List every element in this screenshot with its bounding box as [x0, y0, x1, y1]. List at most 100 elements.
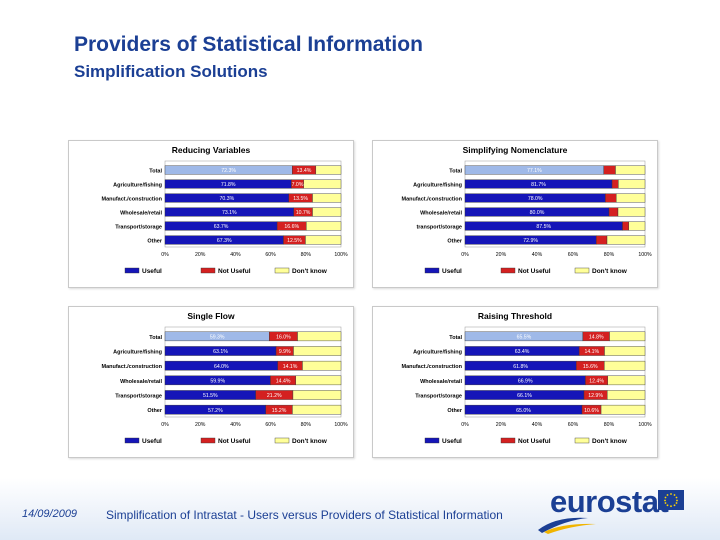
category-label-manufact-construction: Manufact./construction — [401, 197, 462, 203]
category-label-transport-storage: transport/storage — [416, 225, 462, 231]
bar-don-t-know-transport-storage — [306, 221, 342, 231]
data-label-not-useful-other: 10.6% — [584, 408, 599, 414]
x-tick-label: 60% — [568, 422, 579, 428]
x-tick-label: 20% — [195, 252, 206, 258]
plot-area — [164, 326, 342, 418]
x-tick-label: 100% — [638, 422, 652, 428]
x-tick-label: 80% — [301, 422, 312, 428]
legend-label-not-useful: Not Useful — [218, 438, 251, 445]
legend-swatch-not-useful — [200, 437, 216, 444]
data-label-not-useful-other: 12.5% — [287, 238, 302, 244]
legend-label-not-useful: Not Useful — [518, 438, 551, 445]
data-label-useful-manufact-construction: 64.0% — [214, 364, 229, 370]
bar-don-t-know-agriculture-fishing — [618, 179, 646, 189]
data-label-useful-wholesale-retail: 66.9% — [518, 379, 533, 385]
x-tick-label: 100% — [638, 252, 652, 258]
category-label-other: Other — [147, 239, 163, 245]
x-tick-label: 0% — [161, 422, 169, 428]
data-label-useful-total: 59.3% — [210, 335, 225, 341]
data-label-useful-transport-storage: 51.5% — [203, 393, 218, 399]
category-label-transport-storage: Transport/storage — [115, 225, 162, 231]
category-label-total: Total — [449, 335, 462, 341]
category-label-wholesale-retail: Wholesale/retail — [420, 379, 462, 385]
bar-don-t-know-total — [615, 165, 646, 175]
bar-don-t-know-other — [292, 404, 342, 415]
legend-swatch-useful — [424, 437, 440, 444]
data-label-not-useful-other: 15.2% — [272, 408, 287, 414]
data-label-not-useful-wholesale-retail: 10.7% — [296, 210, 311, 216]
x-tick-label: 60% — [265, 422, 276, 428]
bar-don-t-know-wholesale-retail — [607, 375, 646, 386]
bar-not-useful-wholesale-retail — [608, 207, 619, 217]
data-label-not-useful-agriculture-fishing: 9.9% — [279, 349, 291, 355]
data-label-not-useful-wholesale-retail: 12.4% — [589, 379, 604, 385]
legend-label-useful: Useful — [142, 268, 162, 275]
category-label-total: Total — [149, 169, 162, 175]
legend-label-don-t-know: Don't know — [292, 268, 328, 275]
slide-title: Providers of Statistical Information — [74, 33, 423, 56]
data-label-useful-agriculture-fishing: 71.8% — [221, 182, 236, 188]
bar-don-t-know-other — [606, 235, 646, 245]
data-label-useful-total: 72.3% — [221, 168, 236, 174]
bar-not-useful-total — [603, 165, 616, 175]
category-label-other: Other — [447, 239, 463, 245]
chart-panel-reducing-variables: Reducing Variables Total 72.3% 13.4% Agricul… — [68, 140, 354, 288]
bar-not-useful-other — [596, 235, 608, 245]
data-label-not-useful-manufact-construction: 13.5% — [293, 196, 308, 202]
category-label-wholesale-retail: Wholesale/retail — [120, 211, 162, 217]
legend-label-useful: Useful — [142, 438, 162, 445]
bar-don-t-know-wholesale-retail — [295, 375, 342, 386]
legend-swatch-useful — [124, 437, 140, 444]
chart-reducing-variables: Reducing Variables Total 72.3% 13.4% Agricul… — [101, 145, 348, 275]
bar-don-t-know-transport-storage — [292, 390, 342, 400]
legend-swatch-not-useful — [500, 267, 516, 274]
category-label-manufact-construction: Manufact./construction — [101, 364, 162, 370]
legend-swatch-not-useful — [200, 267, 216, 274]
x-tick-label: 100% — [334, 422, 348, 428]
legend-label-not-useful: Not Useful — [518, 268, 551, 275]
data-label-not-useful-total: 13.4% — [297, 168, 312, 174]
bar-don-t-know-other — [305, 235, 342, 245]
data-label-useful-transport-storage: 63.7% — [214, 224, 229, 230]
x-tick-label: 40% — [532, 422, 543, 428]
bar-not-useful-transport-storage — [622, 221, 630, 231]
eurostat-swoosh-icon — [538, 517, 596, 534]
x-tick-label: 80% — [301, 252, 312, 258]
bar-not-useful-agriculture-fishing — [611, 179, 619, 189]
bar-don-t-know-other — [600, 404, 646, 415]
bar-don-t-know-total — [297, 331, 342, 342]
x-tick-label: 40% — [230, 422, 241, 428]
category-label-wholesale-retail: Wholesale/retail — [420, 211, 462, 217]
eurostat-logo: eurostat — [536, 482, 686, 534]
data-label-useful-other: 65.0% — [516, 408, 531, 414]
chart-single-flow: Single Flow Total 59.3% 16.0% Agriculture/fi… — [101, 311, 348, 445]
bar-don-t-know-wholesale-retail — [617, 207, 646, 217]
category-label-other: Other — [447, 408, 463, 414]
bar-not-useful-manufact-construction — [605, 193, 617, 203]
category-label-agriculture-fishing: Agriculture/fishing — [413, 350, 462, 356]
data-label-useful-wholesale-retail: 59.9% — [210, 379, 225, 385]
bar-don-t-know-agriculture-fishing — [604, 346, 646, 356]
footer-text: Simplification of Intrastat - Users vers… — [106, 508, 503, 522]
bar-don-t-know-manufact-construction — [302, 360, 342, 371]
footer-date: 14/09/2009 — [22, 508, 78, 520]
slide-subtitle: Simplification Solutions — [74, 62, 268, 81]
data-label-useful-manufact-construction: 61.8% — [513, 364, 528, 370]
category-label-manufact-construction: Manufact./construction — [401, 364, 462, 370]
plot-area — [464, 326, 646, 418]
x-tick-label: 40% — [532, 252, 543, 258]
chart-title: Reducing Variables — [172, 145, 251, 155]
data-label-useful-manufact-construction: 78.0% — [528, 196, 543, 202]
category-label-agriculture-fishing: Agriculture/fishing — [413, 183, 462, 189]
legend-label-don-t-know: Don't know — [592, 438, 628, 445]
chart-title: Raising Threshold — [478, 311, 552, 321]
plot-area — [164, 160, 342, 248]
category-label-wholesale-retail: Wholesale/retail — [120, 379, 162, 385]
data-label-not-useful-transport-storage: 21.2% — [267, 393, 282, 399]
x-tick-label: 60% — [568, 252, 579, 258]
data-label-useful-total: 65.5% — [517, 335, 532, 341]
data-label-not-useful-agriculture-fishing: 7.0% — [292, 182, 304, 188]
data-label-not-useful-agriculture-fishing: 14.1% — [584, 349, 599, 355]
legend-label-don-t-know: Don't know — [292, 438, 328, 445]
x-tick-label: 0% — [161, 252, 169, 258]
